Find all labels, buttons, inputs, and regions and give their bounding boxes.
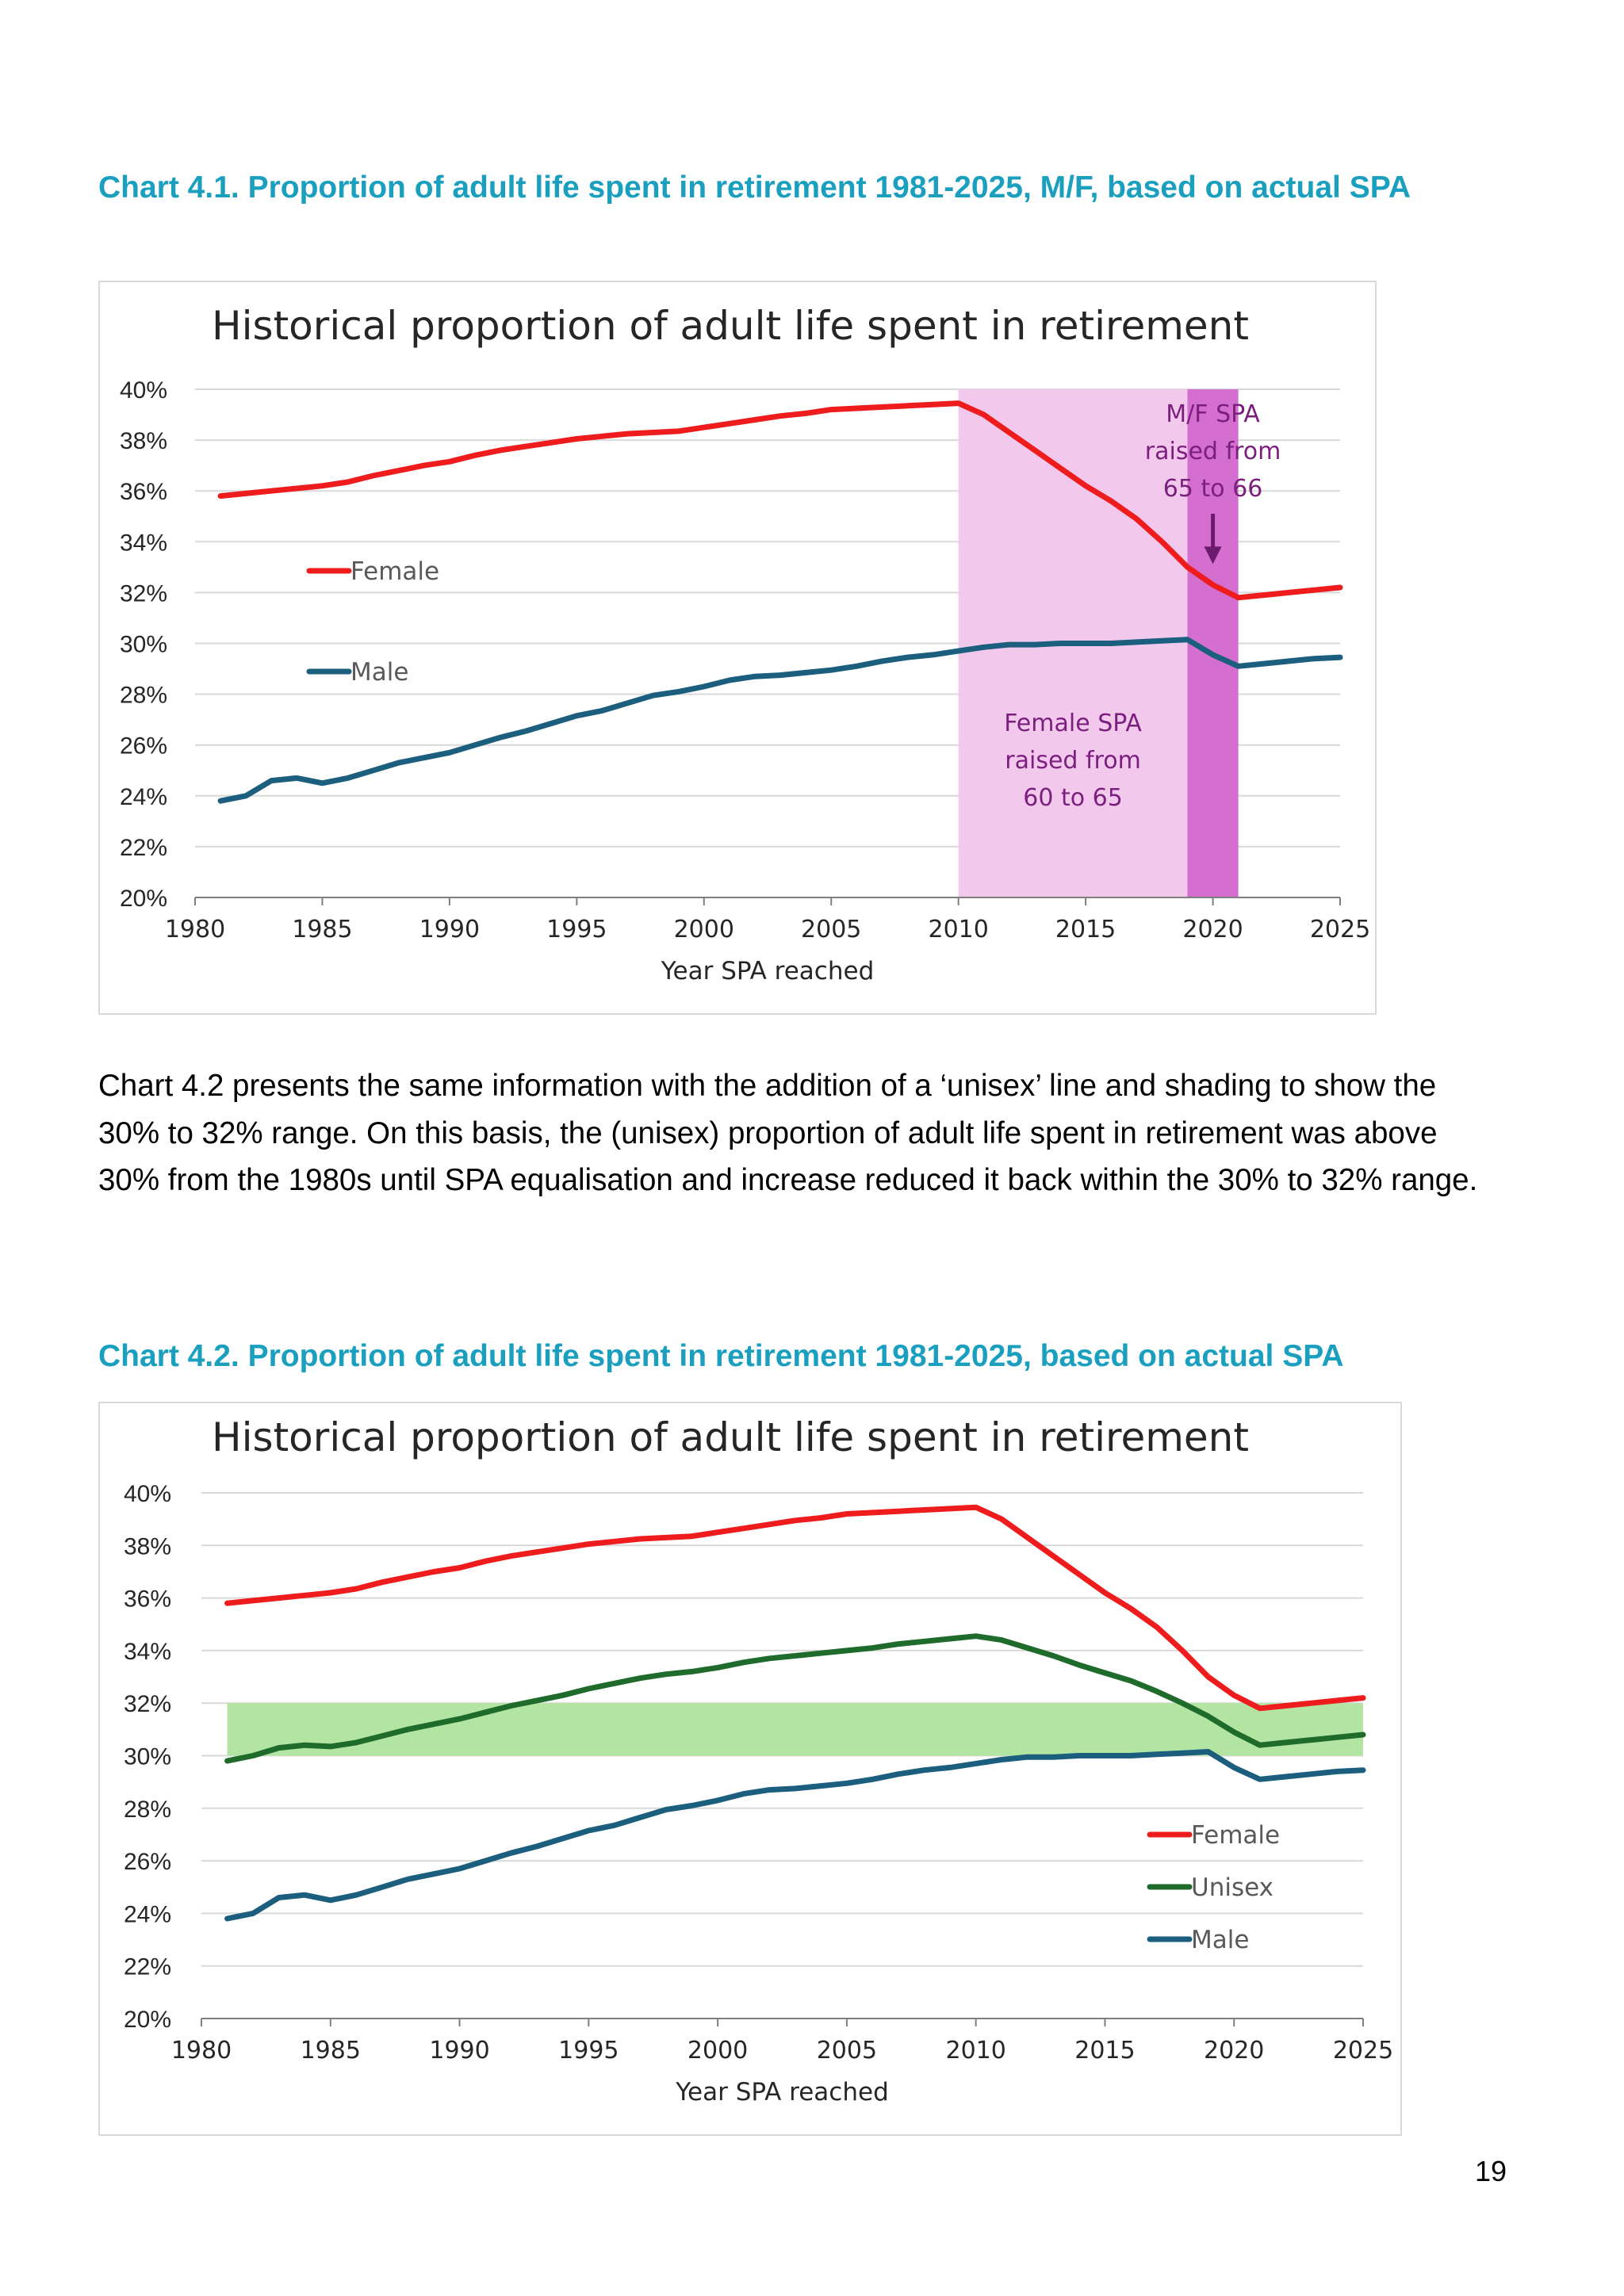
y-tick-label-34: 34% <box>120 530 167 556</box>
x-tick-label-1995: 1995 <box>546 916 607 943</box>
y-tick-label-20: 20% <box>124 2007 171 2033</box>
chart-4-2-svg: Historical proportion of adult life spen… <box>124 1414 1393 2107</box>
y-tick-label-40: 40% <box>120 377 167 404</box>
chart-4-2-heading: Chart 4.2. Proportion of adult life spen… <box>98 1339 1344 1373</box>
x-tick-label-2020: 2020 <box>1182 916 1243 943</box>
y-tick-label-28: 28% <box>120 683 167 709</box>
y-tick-label-30: 30% <box>120 632 167 658</box>
annotation-2-line-3: 60 to 65 <box>1023 784 1123 812</box>
x-axis-label: Year SPA reached <box>675 2078 889 2107</box>
y-tick-label-40: 40% <box>124 1481 171 1507</box>
y-tick-label-38: 38% <box>120 428 167 454</box>
y-tick-label-24: 24% <box>124 1901 171 1927</box>
x-tick-label-1985: 1985 <box>301 2037 361 2064</box>
legend-label-male: Male <box>1191 1926 1249 1954</box>
annotation-2-line-1: Female SPA <box>1004 710 1142 737</box>
y-tick-label-22: 22% <box>124 1954 171 1980</box>
x-axis-label: Year SPA reached <box>661 957 875 985</box>
series-line-female <box>224 1504 1366 1712</box>
chart-4-1-heading: Chart 4.1. Proportion of adult life spen… <box>98 170 1411 205</box>
x-tick-label-2020: 2020 <box>1204 2037 1264 2064</box>
annotation-1-line-1: M/F SPA <box>1166 400 1260 428</box>
y-tick-label-20: 20% <box>120 886 167 912</box>
x-tick-label-1985: 1985 <box>292 916 352 943</box>
y-tick-label-22: 22% <box>120 835 167 861</box>
x-tick-label-2025: 2025 <box>1310 916 1370 943</box>
y-tick-label-36: 36% <box>124 1586 171 1613</box>
annotation-2-line-2: raised from <box>1005 747 1141 775</box>
legend-label-unisex: Unisex <box>1191 1873 1274 1902</box>
annotation-arrow-head <box>1204 546 1222 564</box>
legend-label-female: Female <box>350 557 439 586</box>
body-paragraph: Chart 4.2 presents the same information … <box>98 1069 1478 1197</box>
y-tick-label-32: 32% <box>120 580 167 607</box>
series-line-male <box>217 637 1343 804</box>
annotation-1-line-2: raised from <box>1145 438 1281 465</box>
chart-4-1-svg: Historical proportion of adult life spen… <box>120 303 1370 985</box>
chart-4-2: Historical proportion of adult life spen… <box>98 1402 1402 2136</box>
legend-label-female: Female <box>1191 1821 1280 1850</box>
x-tick-label-2010: 2010 <box>928 916 988 943</box>
x-tick-label-2000: 2000 <box>674 916 734 943</box>
x-tick-label-2015: 2015 <box>1055 916 1116 943</box>
x-tick-label-2005: 2005 <box>817 2037 877 2064</box>
series-line-unisex <box>224 1633 1366 1764</box>
y-tick-label-26: 26% <box>124 1849 171 1875</box>
y-tick-label-34: 34% <box>124 1639 171 1665</box>
page-number: 19 <box>1475 2155 1507 2187</box>
x-tick-label-1995: 1995 <box>558 2037 619 2064</box>
x-tick-label-1980: 1980 <box>165 916 225 943</box>
y-tick-label-24: 24% <box>120 784 167 810</box>
y-tick-label-38: 38% <box>124 1533 171 1559</box>
x-tick-label-2015: 2015 <box>1074 2037 1135 2064</box>
x-tick-label-1990: 1990 <box>419 916 480 943</box>
chart-title: Historical proportion of adult life spen… <box>212 303 1249 349</box>
series-line-male <box>224 1749 1366 1922</box>
x-tick-label-1990: 1990 <box>429 2037 489 2064</box>
y-tick-label-28: 28% <box>124 1797 171 1823</box>
annotation-1-line-3: 65 to 66 <box>1163 475 1263 503</box>
x-tick-label-2025: 2025 <box>1333 2037 1393 2064</box>
y-tick-label-26: 26% <box>120 733 167 760</box>
x-tick-label-2010: 2010 <box>945 2037 1005 2064</box>
x-tick-label-2000: 2000 <box>688 2037 748 2064</box>
y-tick-label-32: 32% <box>124 1691 171 1717</box>
y-tick-label-30: 30% <box>124 1744 171 1770</box>
x-tick-label-1980: 1980 <box>171 2037 232 2064</box>
series-line-female <box>217 400 1343 601</box>
chart-4-1: Historical proportion of adult life spen… <box>98 281 1377 1015</box>
legend-label-male: Male <box>350 658 408 687</box>
y-tick-label-36: 36% <box>120 479 167 505</box>
x-tick-label-2005: 2005 <box>801 916 861 943</box>
chart-title: Historical proportion of adult life spen… <box>212 1414 1249 1460</box>
